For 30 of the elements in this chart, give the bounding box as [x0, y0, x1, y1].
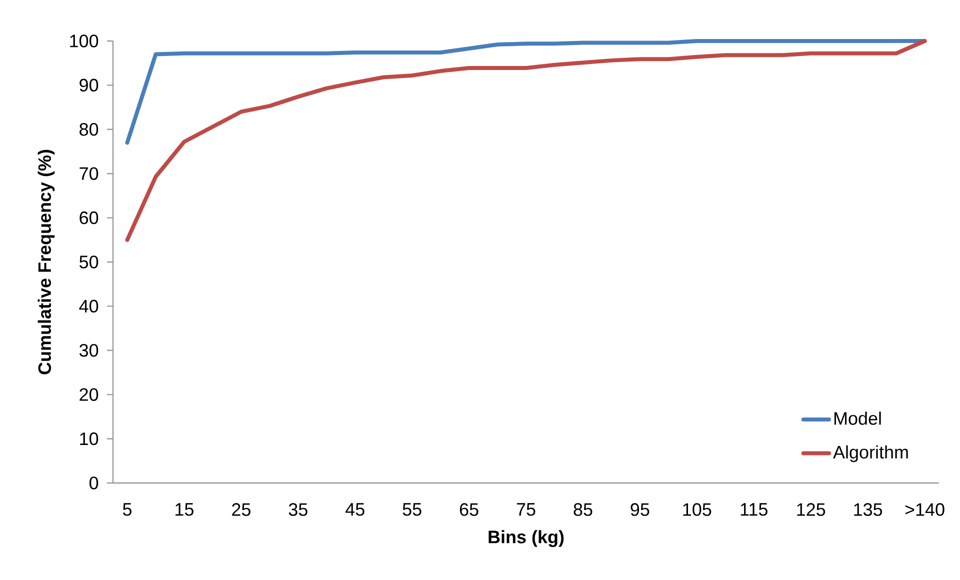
y-tick-label: 20	[80, 388, 98, 401]
y-tick-label: 80	[80, 123, 98, 136]
y-tick-label: 70	[80, 167, 98, 180]
x-tick-label: 15	[176, 503, 194, 516]
x-tick-label: >140	[905, 503, 944, 516]
x-tick-label: 45	[346, 503, 364, 516]
y-tick-label: 30	[79, 344, 98, 357]
y-tick-label: 0	[90, 476, 98, 490]
legend-label: Model	[834, 412, 881, 425]
y-tick-label: 10	[80, 432, 98, 446]
legend-label: Algorithm	[833, 445, 908, 462]
x-tick-label: 65	[460, 503, 478, 516]
x-tick-label: 35	[288, 503, 308, 516]
x-axis-title: Bins (kg)	[488, 530, 564, 547]
x-tick-label: 5	[122, 503, 132, 516]
x-tick-label: 75	[516, 503, 536, 516]
y-tick-label: 40	[79, 300, 98, 313]
y-tick-label: 50	[80, 256, 98, 268]
y-axis-title: Cumulative Frequency (%)	[38, 150, 55, 374]
x-tick-label: 55	[402, 503, 422, 516]
x-tick-label: 25	[232, 503, 250, 516]
x-tick-label: 85	[574, 503, 592, 516]
y-tick-label: 60	[80, 211, 98, 224]
y-tick-label: 100	[70, 34, 98, 48]
x-tick-label: 125	[797, 503, 826, 516]
x-tick-label: 135	[854, 503, 882, 516]
x-tick-label: 95	[630, 503, 650, 516]
x-tick-label: 115	[740, 503, 768, 516]
x-tick-label: 105	[683, 503, 712, 516]
y-tick-label: 90	[80, 78, 98, 92]
